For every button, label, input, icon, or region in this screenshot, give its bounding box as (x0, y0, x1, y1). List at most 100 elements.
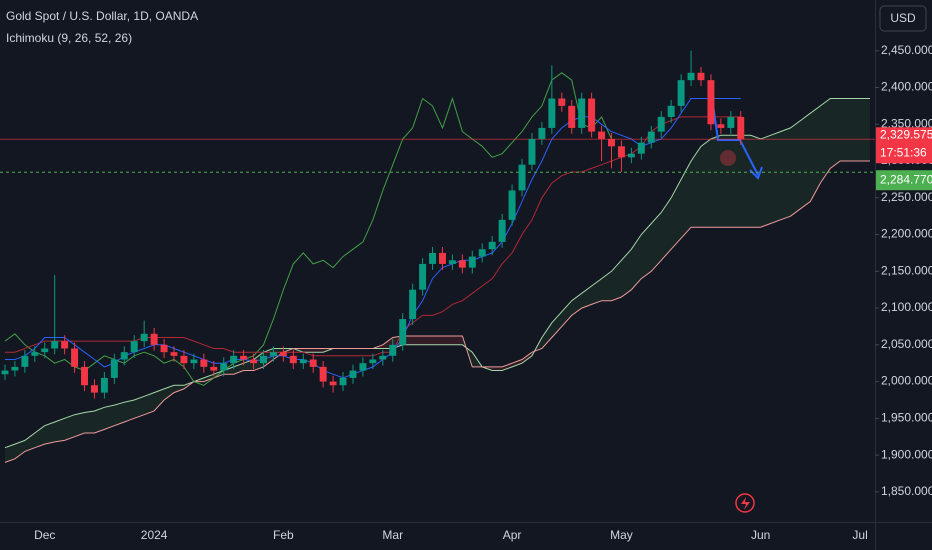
candle-body (657, 116, 665, 132)
currency-label[interactable]: USD (890, 11, 916, 25)
cloud-segment (691, 146, 701, 228)
cloud-segment (134, 396, 145, 419)
candle-body (41, 348, 49, 353)
candle-body (319, 366, 327, 382)
cloud-segment (740, 135, 751, 228)
events-icon[interactable] (735, 493, 755, 513)
candle-body (260, 355, 267, 364)
candle-body (548, 98, 556, 128)
cloud-segment (780, 127, 791, 220)
candle-body (190, 359, 198, 364)
candle-body (369, 359, 377, 364)
indicator-line (4, 98, 870, 449)
candle-body (170, 352, 178, 356)
y-tick-label: 2,350.000 (881, 116, 932, 130)
candle-body (349, 370, 357, 378)
y-tick-label: 2,250.000 (881, 190, 932, 204)
candle-body (250, 359, 258, 364)
candle-body (627, 153, 635, 158)
candle-body (498, 219, 506, 242)
cloud-segment (64, 414, 75, 441)
cloud-segment (591, 278, 602, 305)
currency-button[interactable] (879, 5, 927, 32)
y-tick-label: 2,000.000 (881, 374, 932, 388)
x-tick-label: Feb (273, 528, 294, 542)
candle-body (359, 363, 367, 371)
y-tick-label: 2,050.000 (881, 337, 932, 351)
candle-body (528, 138, 536, 165)
cloud-segment (710, 135, 721, 228)
cloud-segment (432, 335, 443, 345)
y-tick-label: 2,150.000 (881, 263, 932, 277)
cloud-segment (44, 422, 55, 445)
candle-body (90, 385, 98, 393)
cloud-segment (273, 348, 284, 360)
candle-body (488, 241, 496, 250)
candle-body (468, 256, 476, 268)
cloud-segment (114, 402, 125, 426)
cloud-segment (611, 260, 622, 301)
candle-body (289, 355, 297, 364)
candle-body (120, 352, 128, 360)
candle-body (707, 80, 715, 125)
candle-body (1, 370, 9, 375)
cloud-segment (730, 135, 741, 228)
indicator-line (4, 72, 612, 386)
cloud-segment (661, 197, 672, 261)
candle-body (51, 341, 59, 349)
candle-body (140, 333, 148, 342)
cloud-segment (551, 311, 562, 338)
candle-body (419, 263, 427, 290)
candle-body (21, 355, 29, 367)
candle-body (667, 105, 675, 117)
cloud-segment (462, 335, 473, 367)
candle-body (110, 359, 118, 378)
cloud-segment (800, 113, 811, 209)
candle-body (230, 355, 238, 364)
events-bolt[interactable] (741, 497, 750, 510)
cloud-segment (502, 363, 513, 371)
candle-body (518, 164, 526, 191)
candle-body (697, 72, 705, 81)
cloud-segment (422, 335, 433, 345)
cloud-segment (492, 366, 503, 371)
candle-body (717, 124, 725, 128)
cloud-segment (203, 374, 214, 382)
last-price-label: 2,329.575 (880, 127, 932, 141)
candle-body (130, 341, 138, 353)
cloud-segment (124, 399, 135, 423)
cloud-segment (24, 433, 35, 452)
candle-body (220, 363, 228, 371)
cloud-segment (452, 335, 463, 345)
cloud-segment (412, 335, 423, 345)
plot-area (4, 72, 871, 463)
candle-body (448, 260, 456, 264)
cloud-segment (54, 418, 65, 442)
cloud-segment (651, 212, 662, 272)
candle-body (429, 252, 437, 264)
indicator-label: Ichimoku (9, 26, 52, 26) (6, 31, 132, 45)
cloud-segment (84, 410, 95, 434)
cloud-segment (313, 348, 324, 353)
candle-body (687, 72, 695, 81)
y-tick-label: 2,200.000 (881, 227, 932, 241)
candle-body (389, 344, 397, 356)
candle-body (299, 359, 307, 364)
candle-body (617, 146, 625, 158)
candle-body (608, 138, 615, 147)
cloud-segment (641, 223, 652, 279)
candle-body (737, 116, 745, 139)
reference-price-label: 2,284.770 (880, 172, 932, 186)
cloud-segment (671, 179, 682, 250)
candle-body (200, 359, 208, 367)
candle-body (329, 381, 337, 386)
candle-body (309, 359, 317, 367)
candle-body (588, 98, 596, 132)
candle-body (478, 249, 486, 257)
candle-body (100, 377, 108, 393)
cloud-segment (850, 98, 861, 162)
candle-body (409, 289, 417, 320)
